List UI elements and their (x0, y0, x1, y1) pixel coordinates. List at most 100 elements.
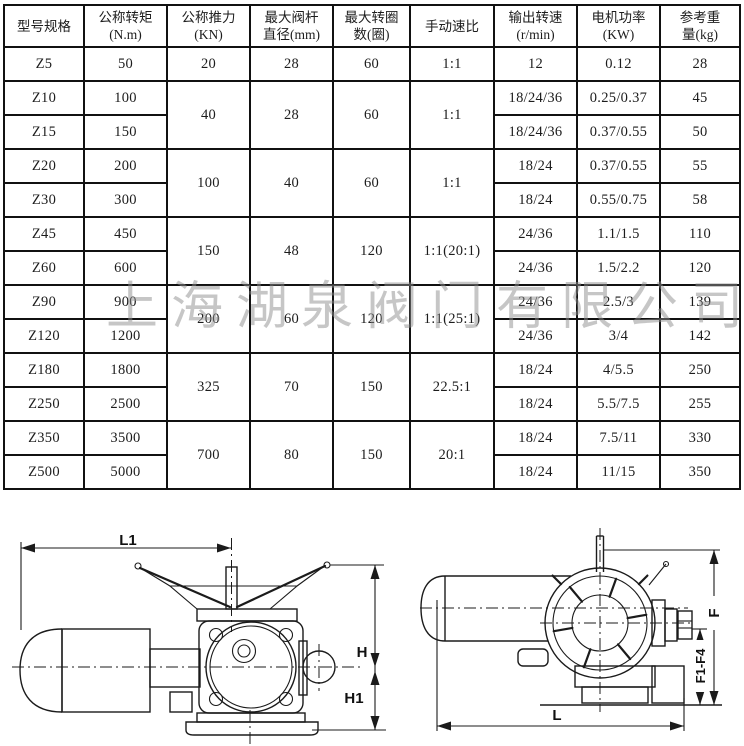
cell-model: Z45 (3, 216, 85, 252)
cell-weight: 350 (659, 454, 741, 490)
cell-motor-power: 11/15 (576, 454, 661, 490)
cell-torque: 2500 (83, 386, 168, 422)
column-header-7: 电机功率 (KW) (576, 4, 661, 48)
table-header: 型号规格 公称转矩 (N.m) 公称推力 (KN) 最大阀杆 直径(mm) 最大转圈 数(圈) 手… (3, 4, 741, 48)
cell-motor-power: 1.1/1.5 (576, 216, 661, 252)
cell-thrust: 20 (166, 46, 251, 82)
cell-torque: 900 (83, 284, 168, 320)
cell-stem-diameter: 28 (249, 80, 334, 150)
cell-max-turns: 150 (332, 352, 411, 422)
cell-torque: 50 (83, 46, 168, 82)
cell-manual-ratio: 22.5:1 (409, 352, 495, 422)
table-row-Z30: Z30 300 18/24 0.55/0.75 58 (3, 182, 741, 218)
cell-model: Z60 (3, 250, 85, 286)
cell-model: Z180 (3, 352, 85, 388)
cell-model: Z250 (3, 386, 85, 422)
cell-motor-power: 4/5.5 (576, 352, 661, 388)
cell-manual-ratio: 1:1 (409, 80, 495, 150)
cell-torque: 5000 (83, 454, 168, 490)
cell-model: Z350 (3, 420, 85, 456)
cell-output-speed: 24/36 (493, 216, 578, 252)
dim-label-L1: L1 (119, 532, 137, 549)
cell-output-speed: 18/24/36 (493, 114, 578, 150)
cell-model: Z90 (3, 284, 85, 320)
cell-motor-power: 7.5/11 (576, 420, 661, 456)
cell-weight: 139 (659, 284, 741, 320)
table-row-Z250: Z250 2500 18/24 5.5/7.5 255 (3, 386, 741, 422)
drawings-section: L1 (0, 515, 744, 746)
cell-weight: 58 (659, 182, 741, 218)
header-row: 型号规格 公称转矩 (N.m) 公称推力 (KN) 最大阀杆 直径(mm) 最大转圈 数(圈) 手… (3, 4, 741, 48)
cell-manual-ratio: 1:1(20:1) (409, 216, 495, 286)
cell-stem-diameter: 40 (249, 148, 334, 218)
dim-label-F1-F4: F1-F4 (693, 648, 708, 683)
cell-weight: 330 (659, 420, 741, 456)
cell-thrust: 40 (166, 80, 251, 150)
cell-output-speed: 18/24 (493, 386, 578, 422)
column-header-6: 输出转速 (r/min) (493, 4, 578, 48)
cell-weight: 120 (659, 250, 741, 286)
column-header-1: 公称转矩 (N.m) (83, 4, 168, 48)
table-row-Z90: Z90 900 200 60 120 1:1(25:1) 24/36 2.5/3 139 (3, 284, 741, 354)
cell-motor-power: 5.5/7.5 (576, 386, 661, 422)
cell-torque: 3500 (83, 420, 168, 456)
cell-torque: 600 (83, 250, 168, 286)
cell-thrust: 100 (166, 148, 251, 218)
dim-label-H1: H1 (344, 690, 363, 707)
cell-max-turns: 120 (332, 284, 411, 354)
actuator-drawings: L1 (12, 528, 723, 745)
cell-torque: 300 (83, 182, 168, 218)
cell-model: Z10 (3, 80, 85, 116)
table-row-Z120: Z120 1200 24/36 3/4 142 (3, 318, 741, 354)
cell-max-turns: 60 (332, 80, 411, 150)
cell-stem-diameter: 48 (249, 216, 334, 286)
cell-model: Z500 (3, 454, 85, 490)
cell-manual-ratio: 20:1 (409, 420, 495, 490)
column-header-8: 参考重 量(kg) (659, 4, 741, 48)
table-row-Z500: Z500 5000 18/24 11/15 350 (3, 454, 741, 490)
cell-output-speed: 18/24/36 (493, 80, 578, 116)
cell-manual-ratio: 1:1(25:1) (409, 284, 495, 354)
front-view-drawing: L1 (12, 532, 386, 745)
cell-torque: 450 (83, 216, 168, 252)
cell-weight: 55 (659, 148, 741, 184)
cell-weight: 45 (659, 80, 741, 116)
cell-stem-diameter: 70 (249, 352, 334, 422)
table-row-Z5: Z5 50 20 28 60 1:1 12 0.12 28 (3, 46, 741, 82)
cell-max-turns: 150 (332, 420, 411, 490)
table-row-Z15: Z15 150 18/24/36 0.37/0.55 50 (3, 114, 741, 150)
dim-label-H: H (357, 644, 368, 661)
table-row-Z45: Z45 450 150 48 120 1:1(20:1) 24/36 1.1/1.5 110 (3, 216, 741, 286)
cell-output-speed: 24/36 (493, 250, 578, 286)
cell-output-speed: 12 (493, 46, 578, 82)
cell-model: Z120 (3, 318, 85, 354)
table-row-Z350: Z350 3500 700 80 150 20:1 18/24 7.5/11 330 (3, 420, 741, 490)
cell-torque: 1200 (83, 318, 168, 354)
cell-motor-power: 2.5/3 (576, 284, 661, 320)
cell-motor-power: 0.37/0.55 (576, 148, 661, 184)
cell-thrust: 325 (166, 352, 251, 422)
cell-output-speed: 18/24 (493, 420, 578, 456)
cell-torque: 1800 (83, 352, 168, 388)
cell-motor-power: 0.25/0.37 (576, 80, 661, 116)
cell-model: Z5 (3, 46, 85, 82)
table-row-Z20: Z20 200 100 40 60 1:1 18/24 0.37/0.55 55 (3, 148, 741, 218)
cell-weight: 142 (659, 318, 741, 354)
cell-thrust: 700 (166, 420, 251, 490)
side-view-drawing: L F F1-F4 (420, 528, 723, 731)
cell-manual-ratio: 1:1 (409, 148, 495, 218)
cell-weight: 110 (659, 216, 741, 252)
cell-motor-power: 0.37/0.55 (576, 114, 661, 150)
cell-manual-ratio: 1:1 (409, 46, 495, 82)
cell-torque: 150 (83, 114, 168, 150)
cell-stem-diameter: 60 (249, 284, 334, 354)
cell-output-speed: 18/24 (493, 182, 578, 218)
table-body: Z5 50 20 28 60 1:1 12 0.12 28 Z10 100 40 28 60 1:1 18/2… (3, 46, 741, 490)
cell-output-speed: 18/24 (493, 148, 578, 184)
dim-label-L: L (552, 707, 561, 724)
cell-model: Z30 (3, 182, 85, 218)
cell-thrust: 200 (166, 284, 251, 354)
column-header-5: 手动速比 (409, 4, 495, 48)
cell-output-speed: 18/24 (493, 352, 578, 388)
table-row-Z180: Z180 1800 325 70 150 22.5:1 18/24 4/5.5 250 (3, 352, 741, 422)
